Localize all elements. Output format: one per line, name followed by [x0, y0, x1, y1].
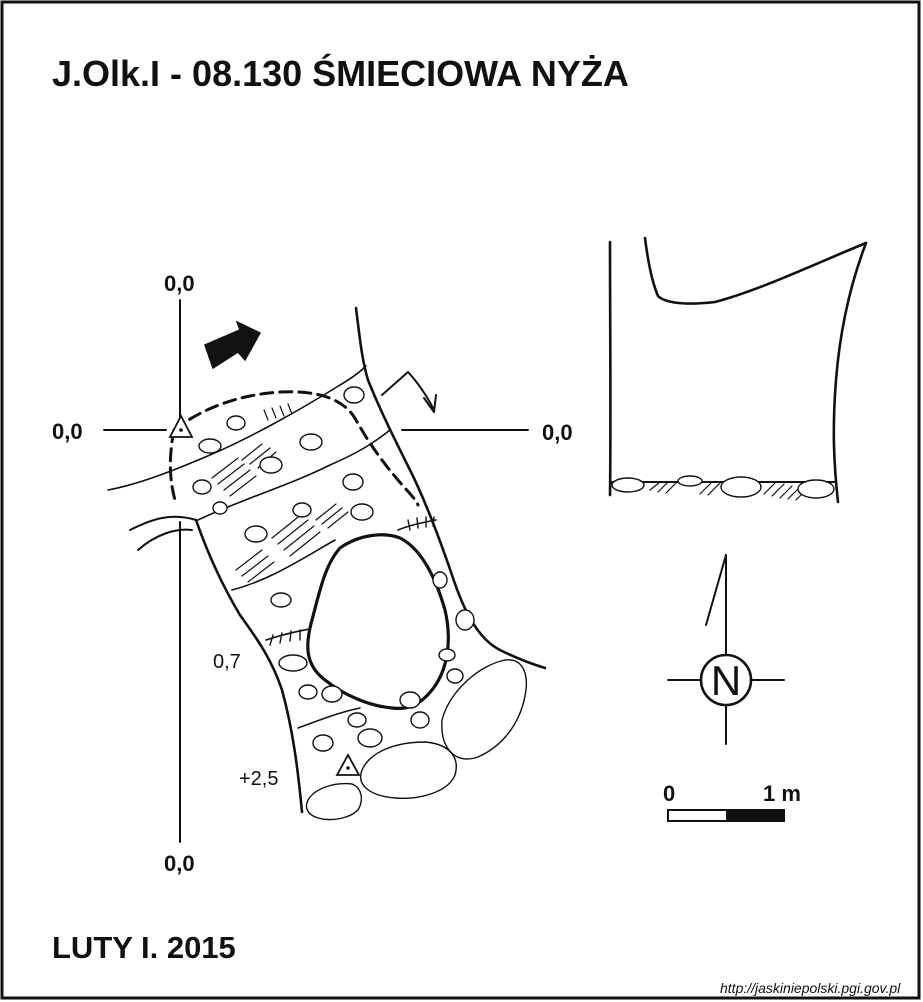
survey-station-lower [335, 753, 361, 776]
north-letter: N [711, 657, 741, 704]
cave-wall-notch [137, 528, 193, 551]
scale-start-label: 0 [663, 781, 675, 806]
cave-wall-left-upper [129, 515, 197, 531]
depth-label-low: +2,5 [239, 768, 278, 790]
entrance-arrow-icon [204, 320, 262, 370]
crosshair-label-top: 0,0 [164, 271, 195, 296]
lower-boulders [305, 659, 528, 821]
sediment-hatching [211, 443, 349, 583]
section-right-wall [832, 241, 868, 504]
tick-hatching-3 [263, 403, 293, 421]
floor-band-2 [231, 539, 336, 591]
cave-outline-upper [107, 365, 367, 491]
page-title: J.Olk.I - 08.130 ŚMIECIOWA NYŻA [52, 52, 629, 94]
floor-band-1 [197, 429, 391, 521]
cave-cross-section [608, 236, 868, 504]
survey-date: LUTY I. 2015 [52, 930, 236, 965]
tick-hatching-1 [269, 629, 301, 646]
section-ceiling [643, 236, 868, 305]
cave-wall-left [194, 518, 304, 814]
crosshair-label-bottom: 0,0 [164, 851, 195, 876]
section-marker-arrowhead [423, 394, 437, 413]
depth-label-mid: 0,7 [213, 651, 241, 673]
crosshair-label-left: 0,0 [52, 419, 83, 444]
section-floor-hatching [649, 481, 809, 501]
rubble-stones [192, 386, 475, 752]
section-marker-arrow [381, 371, 435, 411]
tick-hatching-2 [407, 516, 435, 531]
survey-station-upper [168, 414, 194, 438]
source-url: http://jaskiniepolski.pgi.gov.pl [720, 980, 901, 996]
north-arrow-icon: N [667, 554, 785, 745]
scale-bar: 0 1 m [663, 781, 801, 822]
crosshair-label-right: 0,0 [542, 420, 573, 445]
cave-plan: 0,0 0,0 0,0 0,0 0,7 +2,5 [52, 271, 573, 876]
scale-end-label: 1 m [763, 781, 801, 806]
cave-wall-right [354, 306, 547, 670]
floor-band-4 [297, 707, 361, 729]
section-floor-stones [611, 475, 835, 499]
